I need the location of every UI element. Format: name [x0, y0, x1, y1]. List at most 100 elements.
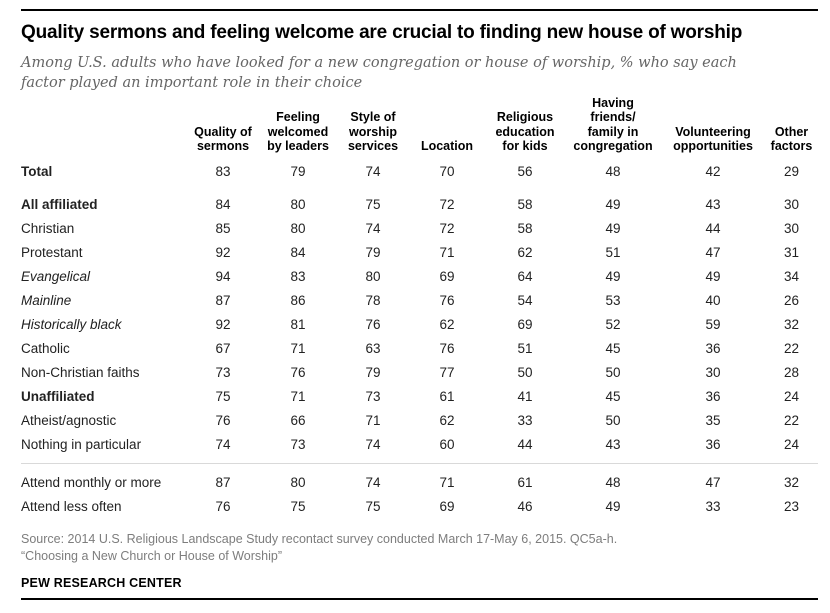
page-title: Quality sermons and feeling welcome are … [21, 22, 743, 43]
cell-value: 46 [517, 498, 533, 514]
table-row: Attend monthly or more 87 80 74 71 61 48 47 32 [21, 470, 818, 494]
cell-value: 51 [605, 244, 621, 260]
row-label: Non-Christian faiths [21, 364, 140, 380]
column-header: Other factors [770, 124, 813, 154]
cell-value: 73 [365, 388, 381, 404]
cell-value: 49 [705, 268, 721, 284]
row-label: Nothing in particular [21, 436, 142, 452]
row-label: Attend less often [21, 498, 122, 514]
cell-value: 71 [290, 340, 306, 356]
cell-value: 50 [517, 364, 533, 380]
cell-value: 58 [517, 220, 533, 236]
cell-value: 59 [705, 316, 721, 332]
cell-value: 49 [605, 220, 621, 236]
cell-value: 75 [365, 196, 381, 212]
cell-value: 49 [605, 268, 621, 284]
cell-value: 61 [439, 388, 455, 404]
table-row: Total 83 79 74 70 56 48 42 29 [21, 159, 818, 183]
column-header: Religious education for kids [495, 110, 555, 154]
table-row: Atheist/agnostic 76 66 71 62 33 50 35 22 [21, 408, 818, 432]
cell-value: 44 [517, 436, 533, 452]
cell-value: 71 [439, 244, 455, 260]
cell-value: 80 [290, 474, 306, 490]
row-label: Historically black [21, 316, 122, 332]
cell-value: 92 [215, 244, 231, 260]
cell-value: 62 [439, 412, 455, 428]
cell-value: 76 [215, 498, 231, 514]
column-header: Quality of sermons [194, 124, 252, 154]
table-row: Mainline 87 86 78 76 54 53 40 26 [21, 288, 818, 312]
table-header: Quality of sermons Feeling welcomed by leade… [21, 96, 818, 160]
cell-value: 87 [215, 474, 231, 490]
corner-cell [21, 96, 187, 160]
cell-value: 40 [705, 292, 721, 308]
cell-value: 74 [215, 436, 231, 452]
cell-value: 87 [215, 292, 231, 308]
cell-value: 71 [439, 474, 455, 490]
cell-value: 28 [783, 364, 800, 380]
cell-value: 41 [517, 388, 533, 404]
cell-value: 48 [605, 474, 621, 490]
cell-value: 47 [705, 244, 721, 260]
cell-value: 56 [517, 163, 533, 179]
cell-value: 74 [365, 436, 381, 452]
cell-value: 81 [290, 316, 306, 332]
row-label: Catholic [21, 340, 70, 356]
cell-value: 77 [439, 364, 455, 380]
source-note: Source: 2014 U.S. Religious Landscape St… [21, 531, 818, 564]
cell-value: 71 [365, 412, 381, 428]
table-row: Christian 85 80 74 72 58 49 44 30 [21, 216, 818, 240]
header-row: Quality of sermons Feeling welcomed by leade… [21, 96, 818, 160]
top-rule [21, 9, 818, 11]
cell-value: 30 [783, 220, 800, 236]
cell-value: 61 [517, 474, 533, 490]
cell-value: 50 [605, 364, 621, 380]
column-header: Feeling welcomed by leaders [267, 110, 329, 154]
cell-value: 62 [517, 244, 533, 260]
cell-value: 45 [605, 388, 621, 404]
cell-value: 80 [365, 268, 381, 284]
cell-value: 64 [517, 268, 533, 284]
row-label: Atheist/agnostic [21, 412, 117, 428]
cell-value: 71 [290, 388, 306, 404]
row-label: Total [21, 163, 53, 179]
factors-table: Quality of sermons Feeling welcomed by leade… [21, 96, 818, 519]
cell-value: 43 [705, 196, 721, 212]
cell-value: 76 [365, 316, 381, 332]
subtitle: Among U.S. adults who have looked for a … [21, 54, 737, 92]
cell-value: 34 [783, 268, 800, 284]
cell-value: 33 [705, 498, 721, 514]
cell-value: 29 [783, 163, 800, 179]
cell-value: 48 [605, 163, 621, 179]
table-row: Protestant 92 84 79 71 62 51 47 31 [21, 240, 818, 264]
table-body: Total 83 79 74 70 56 48 42 29 All affiliated 84 80 7… [21, 159, 818, 518]
cell-value: 30 [783, 196, 800, 212]
cell-value: 52 [605, 316, 621, 332]
cell-value: 42 [705, 163, 721, 179]
cell-value: 54 [517, 292, 533, 308]
cell-value: 69 [439, 498, 455, 514]
column-header: Style of worship services [347, 110, 399, 154]
cell-value: 36 [705, 436, 721, 452]
row-label: Unaffiliated [21, 388, 95, 404]
cell-value: 79 [290, 163, 306, 179]
cell-value: 76 [439, 292, 455, 308]
table-row: Evangelical 94 83 80 69 64 49 49 34 [21, 264, 818, 288]
cell-value: 44 [705, 220, 721, 236]
cell-value: 35 [705, 412, 721, 428]
cell-value: 47 [705, 474, 721, 490]
cell-value: 24 [783, 436, 800, 452]
table-row: Historically black 92 81 76 62 69 52 59 32 [21, 312, 818, 336]
source-line-1: Source: 2014 U.S. Religious Landscape St… [21, 532, 618, 547]
cell-value: 74 [365, 474, 381, 490]
cell-value: 69 [439, 268, 455, 284]
cell-value: 36 [705, 340, 721, 356]
table-row: Non-Christian faiths 73 76 79 77 50 50 30 28 [21, 360, 818, 384]
cell-value: 50 [605, 412, 621, 428]
cell-value: 85 [215, 220, 231, 236]
cell-value: 53 [605, 292, 621, 308]
row-label: All affiliated [21, 196, 98, 212]
row-spacer [21, 183, 818, 192]
cell-value: 80 [290, 220, 306, 236]
